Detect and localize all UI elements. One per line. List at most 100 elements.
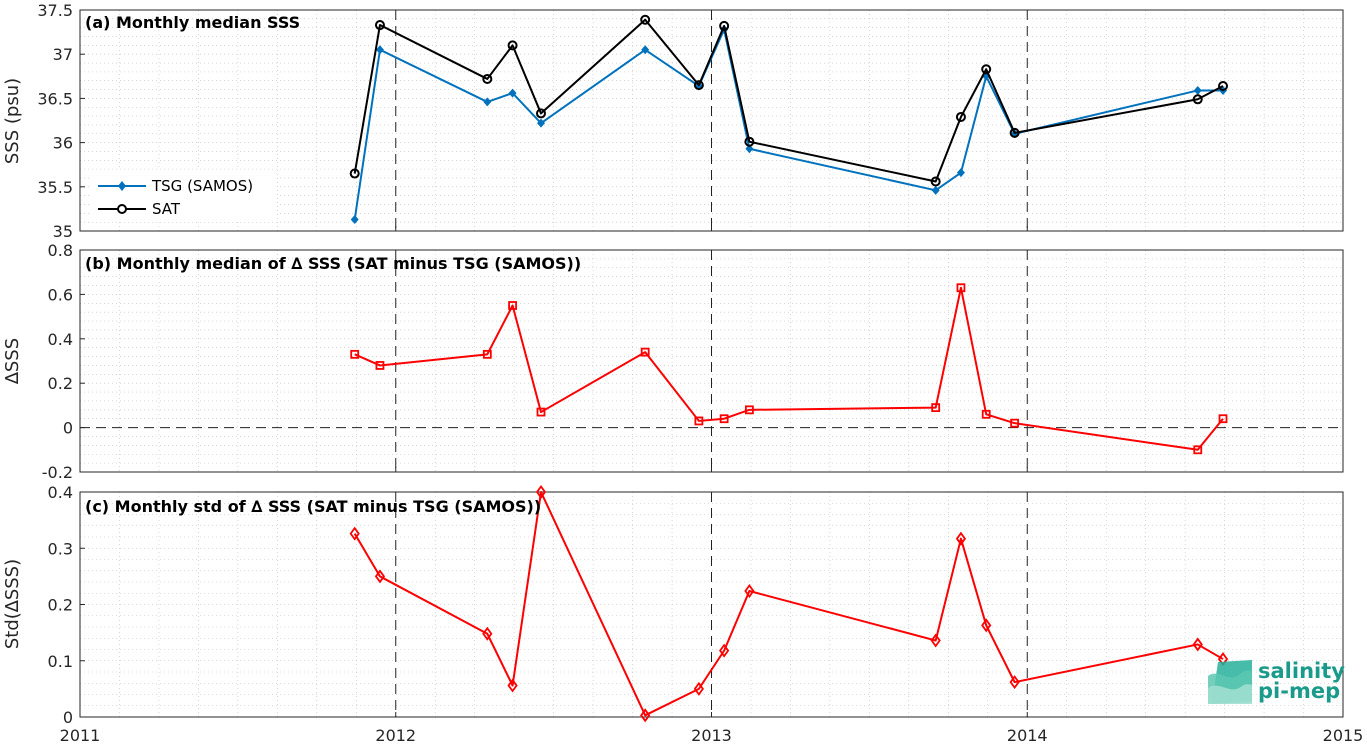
data-point-marker — [1192, 637, 1203, 652]
x-tick-label: 2013 — [691, 726, 732, 745]
data-point-marker — [693, 681, 704, 696]
y-tick-label: 0.4 — [48, 483, 73, 502]
series-line-a-0 — [353, 28, 1224, 220]
data-point-marker — [535, 484, 547, 500]
data-point-marker — [745, 144, 754, 154]
data-point-marker — [744, 405, 754, 415]
logo-line2: pi-mep — [1258, 679, 1340, 703]
data-point-marker — [744, 583, 755, 599]
data-point-marker — [482, 349, 492, 359]
series-line-a-1 — [353, 18, 1224, 183]
data-point-marker — [981, 618, 992, 633]
data-point-marker — [374, 569, 386, 584]
x-tick-label: 2015 — [1323, 726, 1364, 745]
data-point-marker — [349, 168, 360, 179]
legend-label-sat: SAT — [152, 200, 181, 218]
y-tick-label: 0.6 — [48, 285, 73, 304]
data-point-marker — [535, 108, 546, 119]
logo-line1: salinity — [1258, 659, 1345, 683]
data-point-marker — [719, 643, 730, 658]
data-point-marker — [694, 416, 704, 426]
panel-b-ticks: -0.2 0 0.2 0.4 0.6 0.8 — [42, 241, 1344, 482]
y-tick-label: 36.5 — [37, 89, 73, 108]
data-point-marker — [1192, 94, 1203, 105]
data-point-marker — [931, 185, 940, 195]
data-point-marker — [349, 526, 360, 541]
data-point-marker — [719, 20, 730, 31]
panel-c-title: (c) Monthly std of ∆ SSS (SAT minus TSG … — [85, 497, 541, 516]
data-point-marker — [931, 403, 941, 413]
x-tick-label: 2014 — [1007, 726, 1048, 745]
panel-c-ylabel: Std(∆SSS) — [2, 559, 23, 649]
data-point-marker — [1218, 81, 1229, 92]
legend-marker-tsg — [118, 181, 126, 191]
y-tick-label: 35.5 — [37, 178, 73, 197]
data-point-marker — [1218, 414, 1228, 424]
data-point-marker — [482, 626, 493, 641]
series-line-c-0 — [353, 491, 1224, 717]
y-tick-label: 0.8 — [48, 241, 73, 260]
panel-a-ticks: 35 35.5 36 36.5 37 37.5 — [37, 1, 1344, 241]
data-point-marker — [640, 14, 651, 25]
data-point-marker — [744, 136, 755, 147]
y-tick-label: -0.2 — [42, 463, 73, 482]
x-tick-label: 2011 — [60, 726, 101, 745]
data-point-marker — [507, 678, 518, 693]
data-point-marker — [1009, 127, 1020, 138]
panel-b-title: (b) Monthly median of ∆ SSS (SAT minus T… — [85, 254, 581, 273]
panel-a-sss: 35 35.5 36 36.5 37 37.5 (a) Monthly median SS… — [2, 1, 1344, 241]
data-point-marker — [956, 283, 966, 293]
data-point-marker — [930, 633, 941, 648]
data-point-marker — [930, 176, 941, 187]
panel-b-ylabel: ∆SSS — [2, 338, 23, 385]
y-tick-label: 35 — [53, 222, 73, 241]
panel-b-dsss: -0.2 0 0.2 0.4 0.6 0.8 (b) Monthly median of … — [2, 241, 1344, 482]
data-point-marker — [693, 80, 704, 91]
data-point-marker — [374, 20, 385, 31]
data-point-marker — [1010, 418, 1020, 428]
data-point-marker — [483, 97, 492, 107]
y-tick-label: 37.5 — [37, 1, 73, 20]
panel-c-data — [349, 484, 1229, 723]
panel-c-grid — [79, 491, 1344, 718]
data-point-marker — [350, 349, 360, 359]
wave-logo-icon — [1208, 660, 1252, 704]
panel-a-title: (a) Monthly median SSS — [85, 13, 300, 32]
x-tick-label: 2012 — [375, 726, 416, 745]
panel-a-data — [349, 14, 1229, 225]
series-line-b-0 — [354, 286, 1224, 451]
panel-c-ticks: 0 0.1 0.2 0.3 0.4 2011 2012 2013 2014 2015 — [48, 483, 1364, 745]
data-point-marker — [955, 111, 966, 122]
panel-c-std: 0 0.1 0.2 0.3 0.4 2011 2012 2013 2014 2015 (c) Mo… — [2, 483, 1363, 745]
data-point-marker — [981, 64, 992, 75]
data-point-marker — [719, 414, 729, 424]
data-point-marker — [375, 45, 384, 55]
data-point-marker — [507, 40, 518, 51]
y-tick-label: 0.1 — [48, 652, 73, 671]
data-point-marker — [981, 409, 991, 419]
y-tick-label: 0 — [63, 419, 73, 438]
y-tick-label: 36 — [53, 134, 73, 153]
y-tick-label: 0.2 — [48, 374, 73, 393]
data-point-marker — [536, 407, 546, 417]
y-tick-label: 0.4 — [48, 330, 73, 349]
data-point-marker — [375, 361, 385, 370]
data-point-marker — [350, 215, 359, 225]
y-tick-label: 0.3 — [48, 539, 73, 558]
salinity-pi-mep-logo: salinity pi-mep — [1208, 659, 1345, 704]
data-point-marker — [508, 301, 517, 310]
data-point-marker — [1193, 445, 1203, 455]
legend-label-tsg: TSG (SAMOS) — [151, 177, 253, 195]
data-point-marker — [641, 45, 650, 55]
data-point-marker — [640, 708, 651, 723]
data-point-marker — [1009, 675, 1020, 690]
panel-a-ylabel: SSS (psu) — [2, 78, 23, 164]
data-point-marker — [1193, 85, 1202, 95]
panel-b-grid — [79, 249, 1344, 473]
data-point-marker — [640, 347, 650, 357]
data-point-marker — [955, 531, 967, 546]
data-point-marker — [956, 168, 965, 178]
data-point-marker — [536, 118, 545, 128]
y-tick-label: 0 — [63, 708, 73, 727]
